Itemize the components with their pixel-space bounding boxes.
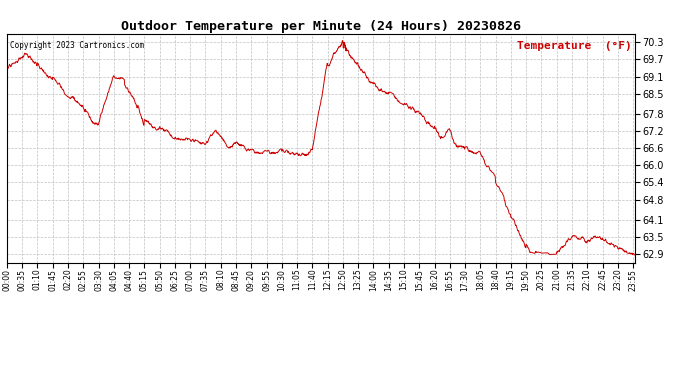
Text: Copyright 2023 Cartronics.com: Copyright 2023 Cartronics.com [10,40,144,50]
Text: Temperature  (°F): Temperature (°F) [517,40,631,51]
Title: Outdoor Temperature per Minute (24 Hours) 20230826: Outdoor Temperature per Minute (24 Hours… [121,20,521,33]
